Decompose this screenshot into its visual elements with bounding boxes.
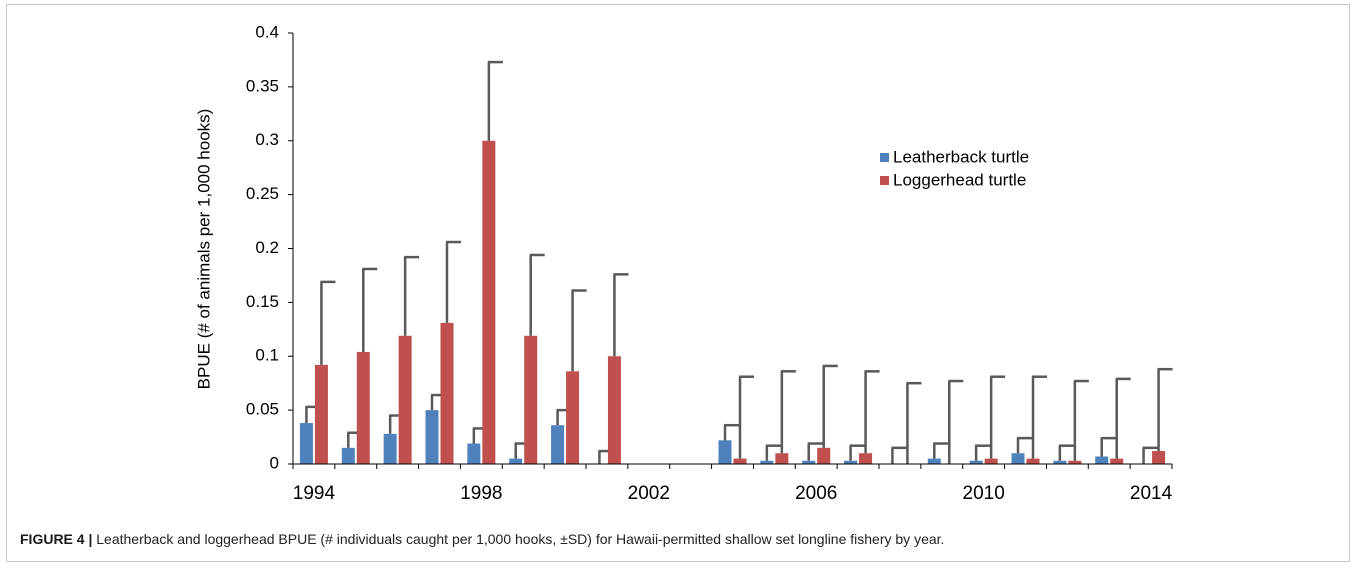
bar [1068, 460, 1082, 464]
chart: BPUE (# of animals per 1,000 hooks) 0 0.0… [194, 22, 1173, 504]
x-tick-label: 2002 [628, 483, 670, 504]
error-bar [613, 273, 629, 357]
bar [425, 410, 439, 464]
bar [482, 140, 496, 464]
legend-swatch [880, 176, 889, 185]
error-bar [362, 267, 378, 352]
bar [509, 458, 523, 464]
bar [718, 440, 732, 464]
bar [817, 447, 831, 464]
y-axis-title: BPUE (# of animals per 1,000 hooks) [194, 109, 213, 390]
error-bar [989, 375, 1006, 459]
y-tick-label: 0.25 [246, 184, 279, 203]
bar [1095, 456, 1109, 464]
bar [775, 453, 789, 464]
bar [844, 460, 858, 464]
bar [927, 458, 941, 464]
y-tick-label: 0.4 [255, 22, 279, 41]
error-bar [1058, 444, 1074, 461]
error-bar [320, 280, 336, 365]
error-bar [529, 253, 545, 336]
error-bar [765, 444, 781, 461]
x-tick-label: 2014 [1130, 483, 1173, 504]
error-bar [807, 442, 823, 461]
bar [383, 433, 397, 464]
legend-swatch [880, 153, 889, 162]
error-bar [906, 381, 922, 464]
x-tick-label: 1994 [293, 483, 336, 504]
error-bar [1073, 379, 1089, 461]
bar [551, 425, 565, 464]
error-bar [822, 364, 838, 448]
bar [1026, 458, 1040, 464]
error-bar [1016, 436, 1032, 454]
y-tick-label: 0.3 [255, 130, 279, 149]
error-bar [1142, 446, 1158, 464]
y-tick-label: 0.1 [255, 346, 279, 365]
y-tick-label: 0.2 [255, 238, 279, 257]
error-bar [1157, 367, 1173, 452]
error-bar [1115, 377, 1131, 459]
bar [314, 364, 328, 464]
bar [984, 458, 998, 464]
bar [760, 460, 774, 464]
bar [356, 351, 370, 464]
bar [607, 356, 621, 464]
error-bar [445, 240, 461, 323]
error-bar [849, 444, 865, 461]
figure-frame [6, 4, 1350, 562]
bar [566, 371, 580, 464]
error-bar [1031, 375, 1047, 459]
caption-text: Leatherback and loggerhead BPUE (# indiv… [96, 531, 945, 547]
bar [1110, 458, 1124, 464]
error-bar [948, 379, 964, 464]
x-tick-label: 2006 [795, 483, 837, 504]
caption: FIGURE 4 | Leatherback and loggerhead BP… [20, 531, 944, 547]
y-tick-label: 0.15 [246, 292, 279, 311]
error-bar [864, 370, 880, 454]
x-tick-label: 2010 [963, 483, 1005, 504]
bar [733, 458, 747, 464]
error-bar [723, 423, 739, 441]
error-bar [487, 60, 503, 141]
error-bar [780, 370, 796, 454]
bar [467, 443, 481, 464]
y-tick-label: 0 [270, 453, 279, 472]
error-bar [403, 255, 420, 336]
bar [1053, 460, 1067, 464]
error-bar [933, 442, 949, 459]
legend-label: Loggerhead turtle [893, 170, 1026, 189]
y-tick-label: 0.05 [246, 400, 279, 419]
x-tick-label: 1998 [460, 483, 502, 504]
bar [299, 423, 313, 464]
bar [524, 335, 538, 464]
error-bar [974, 444, 991, 461]
bar [859, 453, 873, 464]
bar [969, 460, 983, 464]
error-bar [571, 289, 587, 372]
bar [1152, 451, 1166, 464]
legend-label: Leatherback turtle [893, 147, 1029, 166]
bar [341, 447, 355, 464]
error-bar [1100, 436, 1116, 457]
error-bar [891, 446, 907, 464]
bar [440, 322, 454, 464]
y-tick-label: 0.35 [246, 76, 279, 95]
bar [398, 335, 412, 464]
bar [802, 460, 816, 464]
error-bar [738, 375, 754, 459]
caption-label: FIGURE 4 | [20, 531, 93, 547]
bar [1011, 453, 1025, 464]
